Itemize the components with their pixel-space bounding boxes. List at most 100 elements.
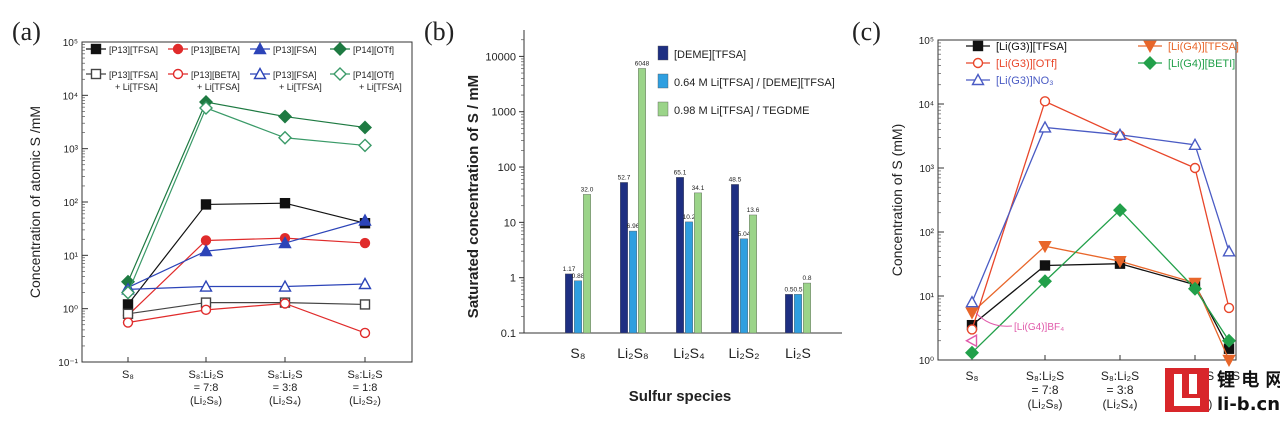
legend-entry: [Li(G3)]NO₃: [996, 75, 1054, 87]
annotation-leader: [975, 312, 1013, 327]
data-point: [1223, 302, 1235, 314]
legend-entry: [Li(G3)][TFSA]: [996, 41, 1067, 53]
bar: [731, 184, 739, 334]
legend-marker: [90, 43, 102, 55]
data-point: [358, 277, 372, 290]
y-tick-label: 10⁵: [919, 36, 934, 47]
legend-marker: [972, 40, 984, 52]
data-point: [1038, 274, 1052, 289]
legend-entry: [P13][FSA] + Li[TFSA]: [273, 70, 322, 92]
legend-entry: [P13][TFSA] + Li[TFSA]: [109, 70, 158, 92]
data-point: [279, 197, 291, 209]
legend-entry: [P13][BETA]: [191, 45, 240, 55]
bar-value-label: 0.5: [793, 286, 802, 293]
data-point: [122, 308, 134, 320]
data-point: [1222, 244, 1236, 257]
x-tick-label: Li₂S: [785, 345, 811, 361]
bar-value-label: 52.7: [618, 174, 631, 181]
y-tick-label: 0.1: [501, 328, 516, 340]
bar-value-label: 0.8: [802, 275, 811, 282]
y-tick-label: 10⁰: [63, 305, 78, 316]
legend-marker: [1143, 56, 1157, 70]
y-tick-label: 1: [510, 273, 516, 285]
data-point: [1188, 137, 1202, 151]
series-line: [127, 283, 366, 290]
legend-marker: [90, 68, 102, 80]
y-axis-label: Saturated concentration of S / mM: [465, 75, 482, 318]
panel-label: (b): [424, 17, 454, 46]
data-point: [1189, 162, 1201, 174]
series-line: [127, 107, 366, 293]
series-line: [971, 245, 1230, 361]
series-line: [971, 263, 1230, 350]
data-point: [966, 324, 978, 335]
bar-value-label: 10.2: [683, 214, 696, 221]
data-point: [200, 199, 212, 210]
bar: [620, 182, 628, 334]
y-tick-label: 1000: [492, 107, 516, 119]
data-point: [1113, 203, 1127, 218]
x-tick-label: S₈:Li₂S = 3:8 (Li₂S₄): [1101, 369, 1139, 411]
bar: [574, 280, 582, 334]
y-tick-label: 10⁴: [919, 100, 934, 111]
plot-frame: [937, 39, 1237, 361]
data-point: [1039, 260, 1051, 271]
data-point: [359, 299, 371, 310]
series-line: [127, 219, 366, 288]
legend-swatch: [657, 101, 669, 117]
bar-value-label: 0.5: [784, 286, 793, 293]
legend-marker: [972, 57, 984, 69]
x-tick-label: Li₂S₂: [728, 345, 759, 361]
data-point: [199, 279, 213, 292]
bar: [794, 294, 802, 334]
bar: [785, 294, 793, 334]
annotation-label: [Li(G4)]BF₄: [1014, 322, 1064, 333]
bar-value-label: 13.6: [747, 207, 760, 214]
watermark-logo: 锂 电 网 li-b.cn: [1165, 362, 1280, 416]
data-point: [121, 285, 135, 300]
bar-value-label: 0.88: [572, 273, 585, 280]
bar: [629, 230, 637, 334]
legend-marker: [253, 42, 267, 55]
bar: [676, 177, 684, 334]
data-point: [1038, 240, 1052, 254]
data-point: [1222, 354, 1236, 367]
data-point: [965, 307, 979, 320]
legend-marker: [172, 43, 184, 55]
x-tick-label: S₈:Li₂S= 1:8(Li₂S₂): [347, 369, 382, 407]
x-tick-label: S₈: [570, 345, 585, 361]
bar: [749, 214, 757, 334]
legend-entry: [P13][FSA]: [273, 45, 317, 55]
legend-marker: [333, 67, 347, 81]
x-tick-label: S₈: [966, 369, 979, 383]
legend-marker: [333, 42, 347, 56]
data-point: [358, 138, 372, 153]
data-point: [1222, 333, 1236, 348]
bar: [740, 238, 748, 334]
bar-value-label: 48.5: [729, 176, 742, 183]
x-tick-label: S₈: [122, 369, 134, 381]
legend-entry: [Li(G4)][BETI]: [1168, 58, 1235, 70]
data-point: [278, 279, 292, 292]
data-point: [278, 130, 292, 145]
legend-swatch: [657, 73, 669, 89]
bar-value-label: 34.1: [692, 185, 705, 192]
x-tick-label: Li₂S₄: [673, 345, 705, 361]
watermark-text-cn: 锂 电 网: [1217, 369, 1280, 391]
legend-entry: [P14][OTf]: [353, 45, 394, 55]
legend-marker: [971, 73, 985, 86]
y-tick-label: 10³: [920, 164, 935, 175]
data-point: [200, 235, 212, 246]
y-axis-label: Concentration of atomic S /mM: [27, 106, 43, 298]
legend-marker: [1143, 40, 1157, 53]
y-tick-label: 10⁴: [63, 91, 78, 102]
bar-value-label: 1.17: [563, 266, 576, 273]
data-point: [965, 334, 978, 348]
bar-value-label: 6048: [635, 60, 650, 67]
x-tick-label: S₈:Li₂S = 7:8 (Li₂S₈): [188, 369, 223, 407]
bar: [685, 221, 693, 334]
bar: [583, 194, 591, 334]
x-tick-label: Li₂S: [1218, 369, 1240, 383]
data-point: [200, 304, 212, 316]
